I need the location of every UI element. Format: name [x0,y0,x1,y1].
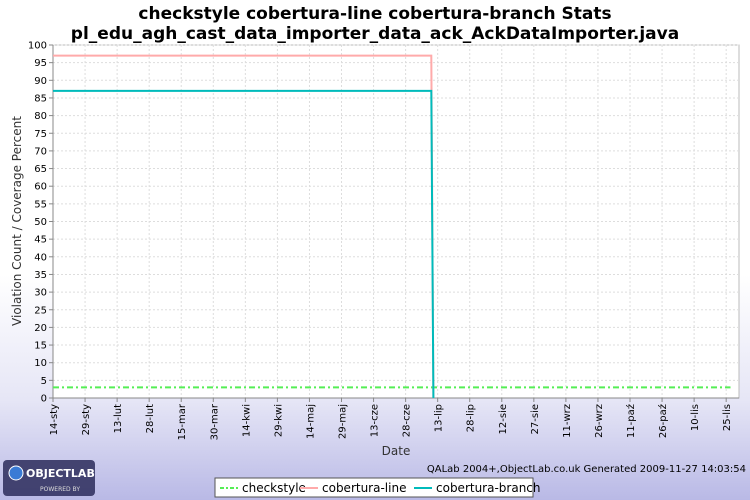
y-tick-label: 5 [41,376,47,387]
grid [52,44,739,399]
legend-box [214,477,534,498]
x-tick-label: 11-paź [625,404,637,438]
y-tick-label: 40 [34,252,47,263]
x-tick-label: 29-sty [81,404,92,435]
x-tick-label: 13-lip [434,404,445,432]
x-tick-label: 13-cze [370,404,381,437]
x-tick-label: 10-lis [690,404,701,431]
y-axis: 0 5 10 15 20 25 30 35 40 45 50 55 60 65 70 75 80 85 90 95 10… [28,41,54,405]
x-tick-label: 30-mar [209,403,220,440]
x-tick-label: 26-wrz [594,404,605,438]
series-line-cobertura-branch [53,89,435,399]
y-tick-label: 0 [41,394,47,405]
x-tick-label: 15-mar [177,403,188,440]
y-tick-label: 60 [34,182,47,193]
x-tick-label: 26-paź [657,404,669,438]
y-tick-label: 95 [34,58,47,69]
x-tick-label: 14-kwi [241,404,252,437]
x-tick-label: 11-wrz [562,404,573,438]
logo-subtext: POWERED BY [40,486,80,493]
y-tick-label: 45 [34,235,47,246]
x-tick-label: 27-sie [530,404,541,434]
x-axis: 14-sty 29-sty 13-lut 28-lut 15-mar 30-mar 14-k… [49,397,739,440]
x-axis-label: Date [382,444,411,458]
legend: checkstyle cobertura-line cobertura-branch [214,477,541,498]
legend-label: checkstyle [242,481,306,495]
y-tick-label: 30 [34,288,47,299]
y-tick-label: 90 [34,76,47,87]
y-tick-label: 15 [34,341,47,352]
y-tick-label: 100 [28,41,47,52]
x-tick-label: 29-kwi [273,404,284,437]
x-tick-label: 28-lut [145,404,156,433]
y-tick-label: 85 [34,93,47,104]
y-tick-label: 80 [34,111,47,122]
y-tick-label: 70 [34,146,47,157]
y-tick-label: 55 [34,199,47,210]
x-tick-label: 14-sty [49,404,60,435]
legend-label: cobertura-branch [436,481,541,495]
y-tick-label: 50 [34,217,47,228]
y-tick-label: 65 [34,164,47,175]
x-tick-label: 25-lis [722,404,733,431]
legend-label: cobertura-line [322,481,406,495]
footer-credit: QALab 2004+,ObjectLab.co.uk Generated 20… [427,464,746,475]
chart-title-line2: pl_edu_agh_cast_data_importer_data_ack_A… [71,24,679,44]
plot-area [52,44,740,399]
series-lines [53,54,731,399]
y-tick-label: 20 [34,323,47,334]
x-tick-label: 14-maj [305,404,316,439]
x-tick-label: 29-maj [338,404,349,439]
y-tick-label: 35 [34,270,47,281]
y-tick-label: 10 [34,358,47,369]
x-tick-label: 28-cze [402,404,413,437]
y-tick-label: 25 [34,305,47,316]
x-tick-label: 28-lip [466,404,477,432]
x-tick-label: 13-lut [113,404,124,433]
chart-title-line1: checkstyle cobertura-line cobertura-bran… [138,4,611,24]
objectlab-logo: OBJECTLAB POWERED BY [3,460,95,496]
logo-text: OBJECTLAB [26,467,95,480]
x-tick-label: 12-sie [498,404,509,434]
y-axis-label: Violation Count / Coverage Percent [10,116,24,326]
y-tick-label: 75 [34,129,47,140]
